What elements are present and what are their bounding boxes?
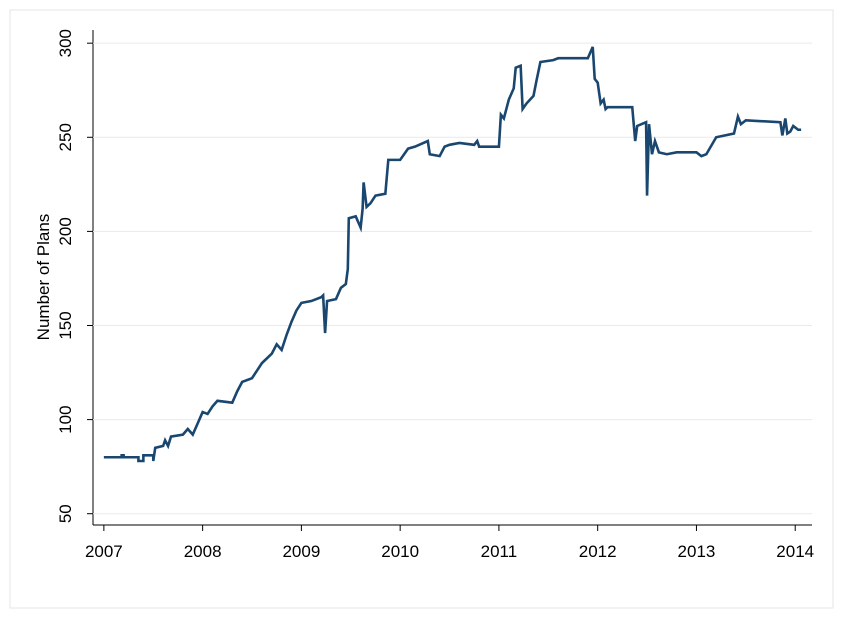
- y-tick-label: 300: [56, 29, 75, 57]
- x-tick-label: 2012: [579, 542, 617, 561]
- y-tick-label: 250: [56, 123, 75, 151]
- y-tick-label: 150: [56, 311, 75, 339]
- y-axis-label: Number of Plans: [34, 214, 53, 341]
- data-line: [103, 46, 802, 463]
- y-tick-label: 200: [56, 217, 75, 245]
- x-tick-label: 2009: [282, 542, 320, 561]
- x-tick-label: 2008: [184, 542, 222, 561]
- y-tick-label: 50: [56, 504, 75, 523]
- x-tick-label: 2010: [381, 542, 419, 561]
- x-tick-label: 2013: [678, 542, 716, 561]
- y-tick-label: 100: [56, 405, 75, 433]
- x-tick-label: 2014: [776, 542, 814, 561]
- frame: [9, 9, 834, 609]
- x-tick-label: 2007: [85, 542, 123, 561]
- x-tick-label: 2011: [481, 542, 518, 561]
